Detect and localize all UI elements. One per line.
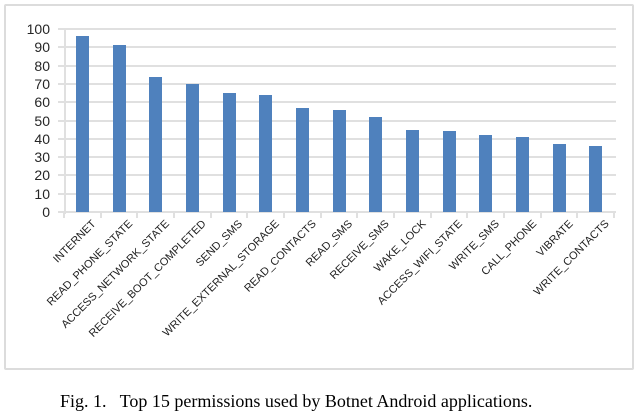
- bar-call_phone: [515, 136, 529, 212]
- bar-receive_boot_completed: [185, 83, 199, 212]
- gridline: [58, 211, 616, 213]
- x-axis-tick: [99, 213, 102, 218]
- x-axis-tick: [173, 213, 175, 218]
- x-axis-tick: [283, 213, 285, 218]
- x-axis-tick: [246, 213, 249, 218]
- y-axis-tick-label: 80: [34, 57, 50, 74]
- bar-receive_sms: [369, 116, 383, 212]
- y-axis-tick-label: 70: [34, 75, 50, 92]
- bar-write_contacts: [589, 146, 603, 212]
- x-axis-tick: [393, 213, 395, 218]
- x-axis-tick: [209, 213, 212, 218]
- y-axis-tick-label: 0: [42, 204, 50, 220]
- figure-caption: Fig. 1. Top 15 permissions used by Botne…: [60, 391, 533, 411]
- bar-wake_lock: [405, 129, 419, 212]
- bar-internet: [75, 36, 89, 212]
- x-axis-tick: [576, 213, 579, 218]
- x-axis-tick: [503, 213, 505, 218]
- bar-read_contacts: [295, 107, 309, 212]
- x-axis-tick: [539, 213, 542, 218]
- y-axis-tick-label: 20: [34, 167, 50, 184]
- gridline: [58, 101, 616, 104]
- y-axis-tick-label: 90: [34, 39, 50, 56]
- y-axis-tick-label: 60: [34, 94, 50, 111]
- plot-area: [58, 28, 616, 218]
- bar-write_sms: [479, 135, 493, 212]
- bar-chart-figure: 0 10 20 30 40 50 60 70 80 90 100 INTERNET READ_PHON…: [4, 4, 634, 370]
- x-axis-tick: [319, 213, 322, 218]
- bar-access_wifi_state: [442, 131, 456, 212]
- bar-read_sms: [332, 109, 346, 212]
- bar-vibrate: [552, 144, 566, 212]
- y-axis-tick-label: 100: [26, 21, 50, 37]
- x-axis-tick: [63, 213, 65, 218]
- gridline: [58, 28, 616, 30]
- gridline: [58, 64, 616, 67]
- y-axis-line: [64, 29, 66, 214]
- x-axis-tick: [466, 213, 469, 218]
- x-axis-tick: [136, 213, 139, 218]
- x-axis-tick: [429, 213, 432, 218]
- bar-send_sms: [222, 93, 236, 212]
- x-axis-tick: [356, 213, 359, 218]
- bar-read_phone_state: [112, 45, 126, 212]
- y-axis-tick-label: 40: [34, 130, 50, 147]
- gridline: [58, 82, 616, 85]
- gridline: [58, 46, 616, 49]
- x-axis-tick: [613, 213, 615, 218]
- y-axis-tick-label: 30: [34, 149, 50, 166]
- y-axis-tick-label: 50: [34, 112, 50, 129]
- bar-access_network_state: [149, 76, 163, 212]
- y-axis-tick-label: 10: [34, 185, 50, 202]
- bar-write_external_storage: [259, 94, 273, 212]
